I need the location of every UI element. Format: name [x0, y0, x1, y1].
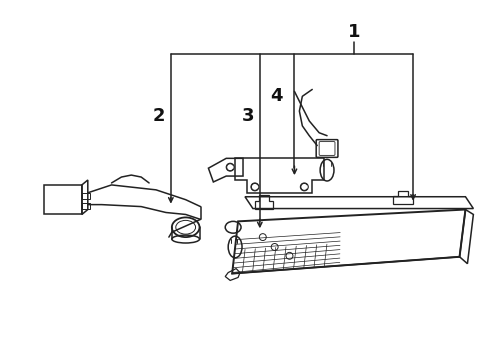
Text: 3: 3 [242, 107, 254, 125]
Text: 4: 4 [270, 87, 283, 105]
Text: 2: 2 [153, 107, 165, 125]
Text: 1: 1 [347, 23, 360, 41]
